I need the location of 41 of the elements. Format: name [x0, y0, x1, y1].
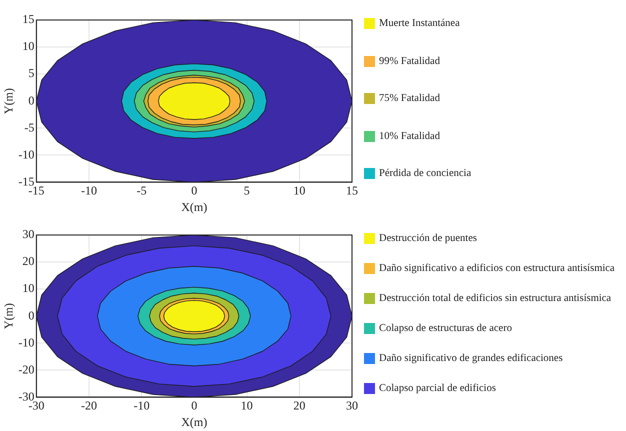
y-tick-label: 10	[22, 39, 34, 54]
y-axis-title: Y(m)	[1, 88, 16, 114]
legend-label: 75% Fatalidad	[379, 93, 440, 104]
x-tick-label: -20	[80, 398, 97, 413]
legend-label: Destrucción de puentes	[379, 233, 477, 244]
y-tick-label: 0	[28, 308, 34, 322]
x-tick-label: 0	[191, 184, 198, 198]
x-tick-label: -10	[80, 184, 97, 198]
y-tick-label: 0	[28, 93, 34, 108]
x-axis-title: X(m)	[181, 414, 208, 429]
y-tick-label: -10	[18, 335, 34, 350]
y-axis-title: Y(m)	[1, 303, 16, 330]
legend-label: Pérdida de conciencia	[379, 168, 472, 179]
x-tick-label: 30	[346, 398, 358, 413]
legend-label: Muerte Instantánea	[379, 18, 460, 29]
y-tick-label: 20	[22, 254, 34, 268]
x-tick-label: 0	[191, 398, 198, 413]
x-tick-label: -10	[134, 398, 150, 413]
x-tick-label: 10	[293, 184, 306, 198]
legend-label: Destrucción total de edificios sin estructura antisísmica	[379, 293, 612, 304]
legend-label: Daño significativo de grandes edificaciones	[379, 353, 563, 364]
legend-label: 99% Fatalidad	[379, 56, 440, 66]
x-tick-label: -5	[136, 184, 147, 198]
x-tick-label: 10	[240, 398, 253, 413]
y-tick-label: -20	[18, 362, 34, 376]
y-tick-label: 10	[22, 281, 34, 296]
y-tick-label: 15	[22, 12, 34, 26]
legend-label: 10% Fatalidad	[379, 130, 440, 142]
x-tick-label: 15	[346, 184, 358, 198]
legend-label: Daño significativo a edificios con estructura antisísmica	[379, 263, 615, 274]
y-tick-label: 5	[28, 66, 34, 80]
legend-label: Colapso de estructuras de acero	[379, 323, 512, 334]
x-axis-title: X(m)	[181, 200, 208, 214]
y-tick-label: -30	[18, 389, 34, 404]
y-tick-label: -15	[18, 174, 34, 188]
x-tick-label: 5	[244, 184, 250, 198]
y-tick-label: -5	[24, 120, 34, 134]
y-tick-label: -10	[18, 147, 34, 162]
y-tick-label: 30	[22, 227, 34, 242]
x-tick-label: 20	[293, 398, 306, 413]
legend-label: Colapso parcial de edificios	[379, 383, 496, 394]
